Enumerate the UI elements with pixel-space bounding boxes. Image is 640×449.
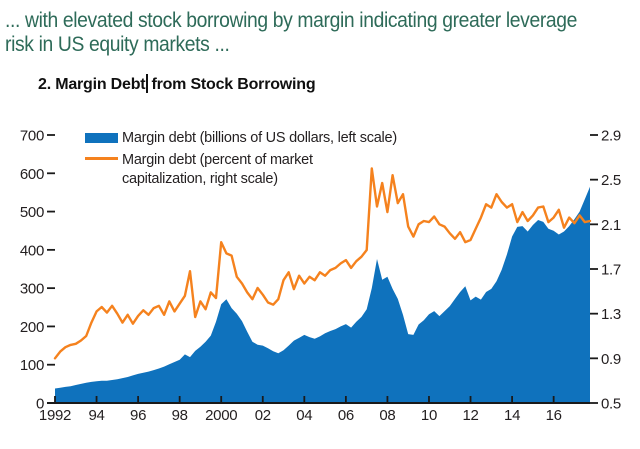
left-axis-tick-label: 100	[20, 357, 44, 374]
margin-debt-chart: 1992 94 96 98 2000 02 04 06 08 10 12 14 16 0 100 200 300…	[0, 110, 640, 449]
legend-label-percent-cap-line2: capitalization, right scale)	[122, 171, 278, 187]
right-axis-tick-label: 2.9	[601, 128, 621, 145]
x-axis-tick-label: 06	[338, 407, 354, 424]
series-percent-cap-line	[53, 167, 592, 360]
left-axis-tick-label: 400	[20, 242, 44, 259]
right-axis-tick-label: 2.5	[601, 172, 621, 189]
section-heading-line1: ... with elevated stock borrowing by mar…	[5, 9, 578, 32]
left-axis-tick-label: 0	[36, 396, 44, 413]
chart-svg: 1992 94 96 98 2000 02 04 06 08 10 12 14 16 0 100 200 300…	[20, 128, 621, 425]
x-axis-tick-label: 08	[379, 407, 395, 424]
left-axis-tick-label: 700	[20, 128, 44, 145]
x-axis-tick-label: 16	[546, 407, 562, 424]
legend-swatch-margin-debt	[85, 133, 118, 143]
section-heading: ... with elevated stock borrowing by mar…	[5, 9, 640, 57]
x-axis-tick-label: 14	[504, 407, 520, 424]
legend-swatch-percent-cap	[85, 157, 118, 160]
x-axis-tick-label: 96	[130, 407, 146, 424]
x-axis-tick-label: 94	[89, 407, 105, 424]
right-axis-tick-label: 0.9	[601, 351, 621, 368]
left-axis-tick-label: 500	[20, 204, 44, 221]
x-axis-tick-label: 12	[462, 407, 478, 424]
legend-label-margin-debt: Margin debt (billions of US dollars, lef…	[122, 130, 397, 146]
left-axis-tick-label: 600	[20, 166, 44, 183]
x-axis-tick-label: 1992	[39, 407, 71, 424]
figure-title-text-left: 2. Margin Debt	[38, 76, 146, 93]
right-axis-tick-label: 1.7	[601, 262, 621, 279]
figure-title[interactable]: 2. Margin Debt from Stock Borrowing	[38, 74, 316, 94]
x-axis-tick-label: 02	[255, 407, 271, 424]
right-axis-tick-label: 1.3	[601, 306, 621, 323]
legend-label-percent-cap-line1: Margin debt (percent of market	[122, 152, 313, 168]
series-margin-debt-area	[55, 186, 590, 403]
x-axis-tick-label: 10	[421, 407, 437, 424]
x-axis-tick-label: 04	[296, 407, 312, 424]
x-axis-tick-label: 2000	[205, 407, 237, 424]
left-axis-tick-label: 200	[20, 319, 44, 336]
left-axis-tick-label: 300	[20, 281, 44, 298]
legend-label-percent-cap: Margin debt (percent of market capitaliz…	[122, 151, 313, 189]
section-heading-line2: risk in US equity markets ...	[5, 33, 230, 56]
figure-title-text-right: from Stock Borrowing	[151, 76, 316, 93]
right-axis-tick-label: 0.5	[601, 396, 621, 413]
right-axis-tick-label: 2.1	[601, 217, 621, 234]
text-caret	[146, 74, 149, 93]
x-axis-tick-label: 98	[172, 407, 188, 424]
